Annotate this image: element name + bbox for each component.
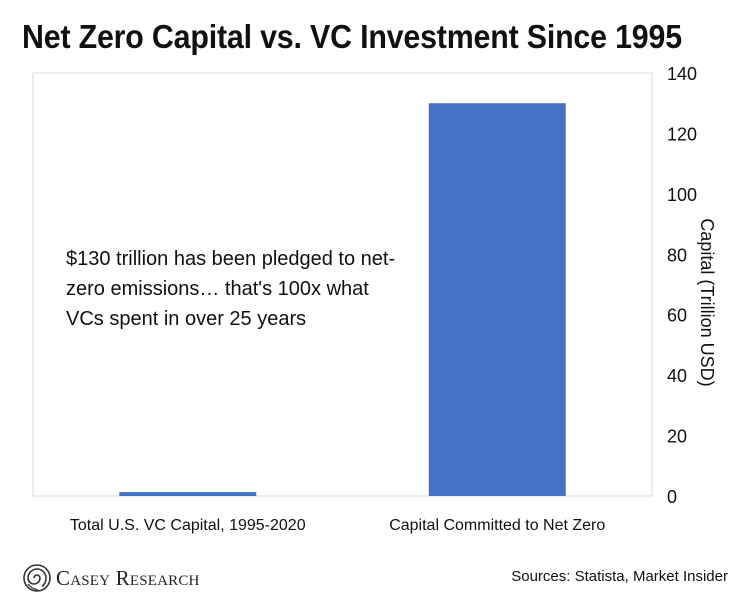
y-tick-label: 0: [667, 487, 677, 507]
y-tick-label: 120: [667, 124, 697, 144]
bar-1: [119, 492, 257, 496]
sources-note: Sources: Statista, Market Insider: [511, 568, 728, 585]
x-tick-label: Total U.S. VC Capital, 1995-2020: [70, 517, 306, 534]
chart-annotation: $130 trillion has been pledged to net-ze…: [66, 248, 396, 330]
y-tick-label: 140: [667, 64, 697, 84]
brand-logo: Casey Research: [22, 563, 200, 593]
spiral-logo-icon: [23, 564, 51, 592]
y-tick-label: 40: [667, 366, 687, 386]
chart-title: Net Zero Capital vs. VC Investment Since…: [22, 18, 682, 55]
y-tick-label: 80: [667, 245, 687, 265]
y-tick-label: 20: [667, 427, 687, 447]
plot-area: [32, 72, 653, 497]
x-tick-label: Capital Committed to Net Zero: [389, 517, 605, 534]
bar-2: [428, 103, 566, 496]
y-tick-label: 100: [667, 185, 697, 205]
brand-name: Casey Research: [56, 565, 200, 590]
y-tick-label: 60: [667, 306, 687, 326]
y-axis-label: Capital (Trillion USD): [697, 218, 717, 386]
